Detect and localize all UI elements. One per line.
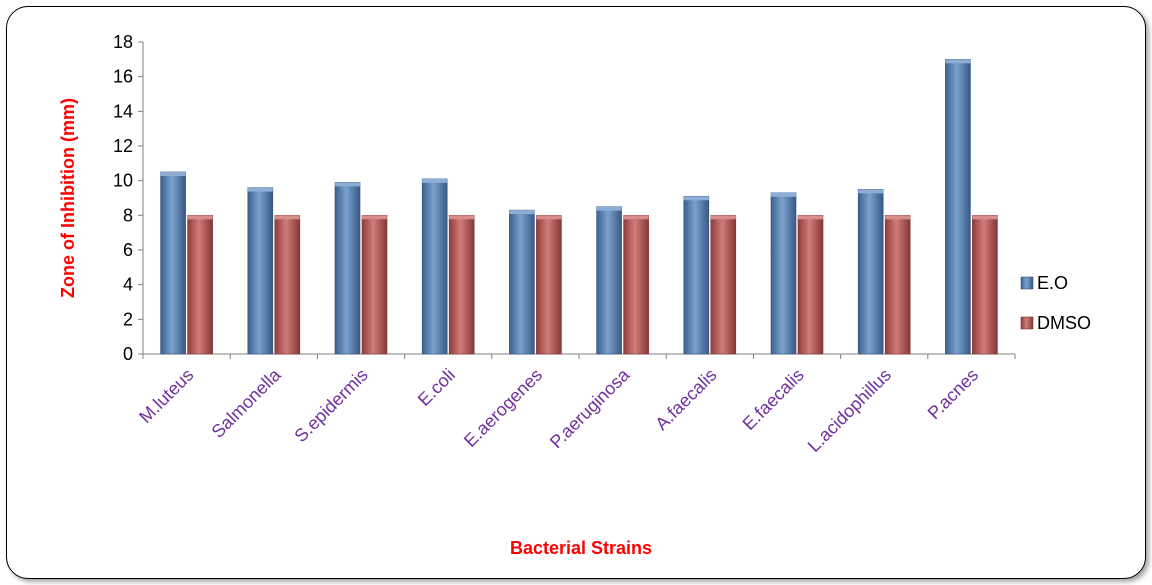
x-ticks bbox=[142, 354, 1016, 359]
bar-chart: 0 2 4 6 8 10 12 14 16 18 M.luteus Salmonella S.epid… bbox=[58, 32, 1091, 558]
bar-dmso-5 bbox=[623, 215, 649, 355]
bar-e-o-4 bbox=[509, 209, 535, 355]
category-label: E.faecalis bbox=[738, 365, 807, 434]
category-label: E.aerogenes bbox=[460, 365, 546, 451]
bar-e-o-9 bbox=[945, 59, 971, 355]
bar-dmso-3 bbox=[448, 215, 475, 355]
bar-dmso-7 bbox=[797, 215, 824, 355]
category-label: S.epidermis bbox=[290, 365, 371, 446]
legend: E.O DMSO bbox=[1020, 273, 1091, 333]
y-tick-label: 12 bbox=[113, 136, 133, 156]
bar-e-o-3 bbox=[421, 178, 448, 355]
bar-e-o-7 bbox=[770, 192, 797, 355]
y-tick-label: 4 bbox=[123, 275, 133, 295]
bar-cap bbox=[885, 215, 911, 220]
bar-cap bbox=[771, 192, 796, 197]
bar-cap bbox=[536, 215, 562, 220]
y-ticks: 0 2 4 6 8 10 12 14 16 18 bbox=[113, 32, 143, 364]
bar-cap bbox=[449, 215, 475, 220]
category-label: P.aeruginosa bbox=[546, 364, 634, 452]
bar-dmso-0 bbox=[187, 215, 213, 355]
y-tick-label: 6 bbox=[123, 240, 133, 260]
bar-cap bbox=[710, 215, 736, 220]
bar-cap bbox=[247, 187, 273, 192]
y-tick-label: 8 bbox=[123, 205, 133, 225]
bar-dmso-9 bbox=[972, 215, 998, 355]
category-label: E.coli bbox=[414, 365, 459, 410]
bars bbox=[160, 59, 998, 355]
legend-label: E.O bbox=[1037, 273, 1068, 293]
bar-e-o-8 bbox=[857, 189, 884, 355]
bar-dmso-4 bbox=[536, 215, 562, 355]
bar-cap bbox=[798, 215, 823, 220]
bar-cap bbox=[972, 215, 998, 220]
chart-frame: 0 2 4 6 8 10 12 14 16 18 M.luteus Salmonella S.epid… bbox=[6, 6, 1146, 579]
bar-dmso-2 bbox=[361, 215, 388, 355]
bar-dmso-1 bbox=[274, 215, 301, 355]
bar-cap bbox=[683, 196, 709, 201]
axes bbox=[142, 42, 1015, 355]
bar-e-o-2 bbox=[334, 182, 361, 355]
y-tick-label: 18 bbox=[113, 32, 133, 52]
y-tick-label: 16 bbox=[113, 67, 133, 87]
category-labels: M.luteus Salmonella S.epidermis E.coli E.aer… bbox=[135, 364, 982, 456]
bar-e-o-5 bbox=[596, 206, 622, 355]
bar-e-o-6 bbox=[683, 195, 710, 355]
bar-cap bbox=[509, 210, 535, 215]
bar-cap bbox=[160, 172, 186, 176]
bar-cap bbox=[945, 59, 971, 64]
category-label: Salmonella bbox=[208, 364, 286, 442]
bar-cap bbox=[335, 182, 360, 187]
bar-cap bbox=[362, 215, 387, 220]
bar-e-o-1 bbox=[247, 187, 274, 355]
bar-cap bbox=[596, 206, 622, 211]
y-tick-label: 14 bbox=[113, 101, 133, 121]
y-tick-label: 0 bbox=[123, 344, 133, 364]
bar-cap bbox=[274, 215, 300, 220]
bar-dmso-6 bbox=[710, 215, 737, 355]
legend-swatch-e-o bbox=[1020, 276, 1034, 290]
bar-cap bbox=[858, 189, 884, 194]
y-axis-title: Zone of Inhibition (mm) bbox=[58, 98, 78, 298]
category-label: L.acidophillus bbox=[804, 365, 895, 456]
legend-swatch-dmso bbox=[1020, 316, 1034, 330]
category-label: A.faecalis bbox=[651, 365, 720, 434]
y-tick-label: 10 bbox=[113, 171, 133, 191]
bar-e-o-0 bbox=[160, 171, 186, 355]
x-axis-title: Bacterial Strains bbox=[510, 538, 652, 558]
category-label: M.luteus bbox=[135, 365, 197, 427]
y-tick-label: 2 bbox=[123, 309, 133, 329]
bar-cap bbox=[422, 178, 448, 183]
category-label: P.acnes bbox=[924, 365, 982, 423]
bar-cap bbox=[623, 215, 649, 220]
bar-cap bbox=[187, 215, 213, 220]
bar-dmso-8 bbox=[884, 215, 911, 355]
legend-label: DMSO bbox=[1037, 313, 1091, 333]
